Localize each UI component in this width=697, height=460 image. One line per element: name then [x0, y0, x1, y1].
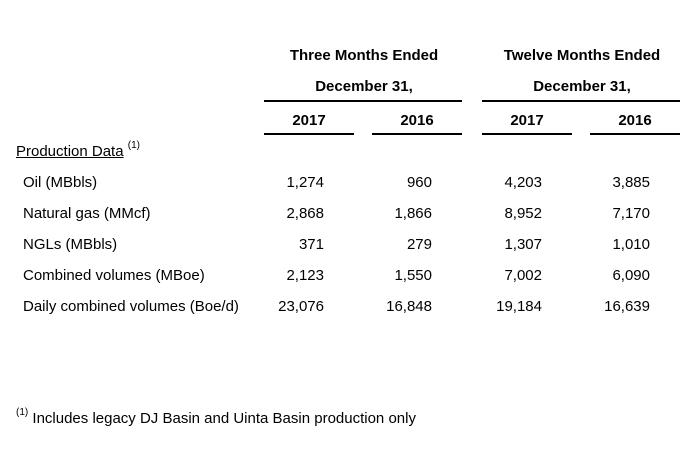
cell-value: 1,550	[394, 267, 432, 284]
cell-value: 2,868	[286, 205, 324, 222]
year-rule	[264, 133, 354, 135]
cell-value: 1,010	[612, 236, 650, 253]
cell-value: 1,307	[504, 236, 542, 253]
row-label: Combined volumes (MBoe)	[23, 267, 205, 284]
row-label: NGLs (MBbls)	[23, 236, 118, 253]
year-header-twelve-2017: 2017	[510, 112, 544, 129]
year-header-twelve-2016: 2016	[618, 112, 652, 129]
row-label: Oil (MBbls)	[23, 174, 98, 191]
year-rule	[372, 133, 462, 135]
footnote-text: Includes legacy DJ Basin and Uinta Basin…	[32, 410, 416, 427]
three-months-date: December 31,	[315, 78, 413, 95]
cell-value: 23,076	[278, 298, 324, 315]
year-rule	[482, 133, 572, 135]
cell-value: 2,123	[286, 267, 324, 284]
cell-value: 7,002	[504, 267, 542, 284]
cell-value: 7,170	[612, 205, 650, 222]
row-label: Natural gas (MMcf)	[23, 205, 151, 222]
cell-value: 1,274	[286, 174, 324, 191]
twelve-months-title: Twelve Months Ended	[503, 47, 661, 64]
section-label: Production Data (1)	[16, 140, 140, 160]
footnote: (1) Includes legacy DJ Basin and Uinta B…	[16, 407, 416, 427]
cell-value: 1,866	[394, 205, 432, 222]
section-footnote-marker: (1)	[127, 140, 140, 151]
cell-value: 371	[298, 236, 324, 253]
cell-value: 19,184	[496, 298, 542, 315]
cell-value: 279	[406, 236, 432, 253]
three-months-title: Three Months Ended	[289, 47, 439, 64]
twelve-months-date: December 31,	[533, 78, 631, 95]
cell-value: 960	[406, 174, 432, 191]
cell-value: 16,639	[604, 298, 650, 315]
year-rule	[590, 133, 680, 135]
cell-value: 3,885	[612, 174, 650, 191]
footnote-marker: (1)	[16, 407, 29, 418]
cell-value: 8,952	[504, 205, 542, 222]
three-months-rule	[264, 100, 462, 102]
row-label: Daily combined volumes (Boe/d)	[23, 298, 239, 315]
section-label-text: Production Data	[16, 143, 124, 160]
cell-value: 16,848	[386, 298, 432, 315]
twelve-months-rule	[482, 100, 680, 102]
cell-value: 4,203	[504, 174, 542, 191]
cell-value: 6,090	[612, 267, 650, 284]
year-header-three-2017: 2017	[292, 112, 326, 129]
year-header-three-2016: 2016	[400, 112, 434, 129]
